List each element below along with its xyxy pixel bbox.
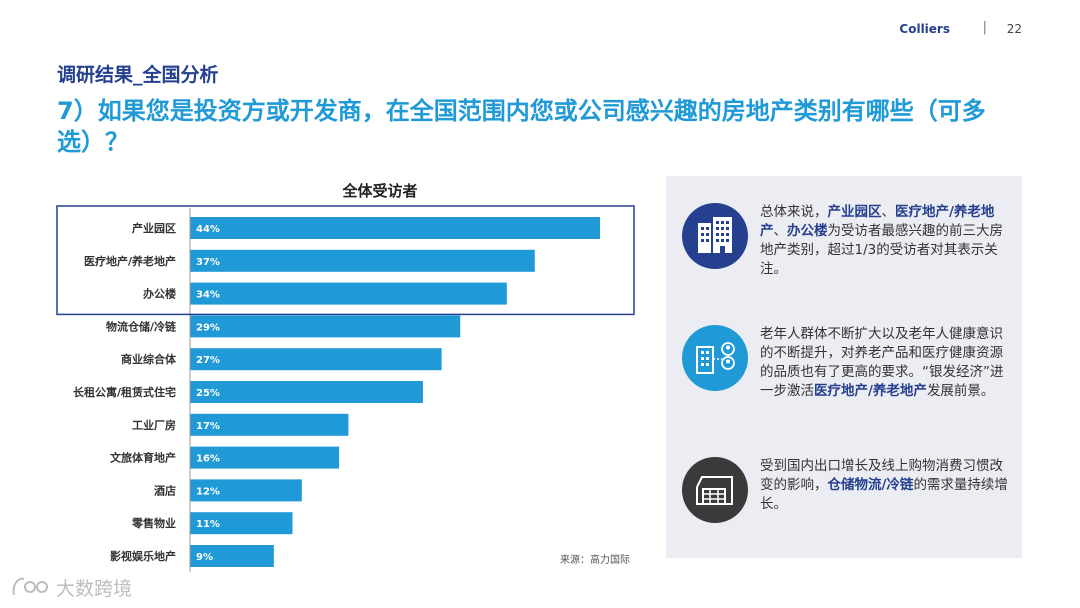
body-text: 老年人群体不断扩大以及老年人健康意识的不断提升，对养老产品和医疗健康资源的品质也… bbox=[760, 326, 1004, 399]
data-label: 9% bbox=[196, 552, 213, 563]
buildings-icon bbox=[682, 203, 748, 269]
category-label: 商业综合体 bbox=[121, 352, 177, 366]
highlight-box bbox=[56, 205, 635, 316]
source-note: 来源：高力国际 bbox=[560, 555, 630, 566]
highlight-text: 医疗地产/养老地产 bbox=[814, 383, 927, 399]
body-text: 受到国内出口增长及线上购物消费习惯改变的影响， bbox=[760, 458, 1003, 493]
category-label: 酒店 bbox=[154, 483, 176, 497]
category-label: 医疗地产/养老地产 bbox=[84, 254, 176, 268]
bar bbox=[190, 282, 507, 305]
data-label: 12% bbox=[196, 486, 220, 497]
category-label: 办公楼 bbox=[143, 287, 176, 301]
data-label: 25% bbox=[196, 388, 220, 399]
bar bbox=[190, 545, 274, 567]
body-text: 总体来说， bbox=[760, 204, 828, 220]
bar bbox=[190, 217, 600, 239]
category-label: 工业厂房 bbox=[132, 418, 176, 432]
question-title: 7）如果您是投资方或开发商，在全国范围内您或公司感兴趣的房地产类别有哪些（可多选… bbox=[57, 97, 986, 156]
insight-panel: 总体来说，产业园区、医疗地产/养老地产、办公楼为受访者最感兴趣的前三大房地产类别… bbox=[666, 176, 1022, 558]
body-text: 为受访者最感兴趣的前三大房地产类别，超过1/3的受访者对其表示关注。 bbox=[760, 223, 1003, 277]
chart-title: 全体受访者 bbox=[342, 182, 418, 200]
data-label: 29% bbox=[196, 322, 220, 333]
insight-item-3: 受到国内出口增长及线上购物消费习惯改变的影响，仓储物流/冷链的需求量持续增长。 bbox=[682, 457, 1012, 537]
body-text: 的需求量持续增长。 bbox=[760, 477, 1008, 512]
watermark-text: 大数跨境 bbox=[56, 578, 133, 600]
data-label: 37% bbox=[196, 257, 220, 268]
highlight-text: 产业园区 bbox=[827, 204, 882, 220]
category-label: 零售物业 bbox=[131, 516, 176, 530]
insight-text-2: 老年人群体不断扩大以及老年人健康意识的不断提升，对养老产品和医疗健康资源的品质也… bbox=[760, 325, 1010, 401]
section-subtitle: 调研结果_全国分析 bbox=[57, 64, 219, 86]
data-label: 17% bbox=[196, 421, 220, 432]
insight-text-1: 总体来说，产业园区、医疗地产/养老地产、办公楼为受访者最感兴趣的前三大房地产类别… bbox=[760, 203, 1010, 279]
bar bbox=[190, 512, 293, 535]
data-label: 11% bbox=[196, 519, 220, 530]
category-label: 长租公寓/租赁式住宅 bbox=[73, 385, 176, 399]
category-label: 产业园区 bbox=[132, 221, 176, 235]
bar bbox=[190, 381, 423, 403]
bar bbox=[190, 315, 461, 338]
data-label: 34% bbox=[196, 290, 220, 301]
bar bbox=[190, 479, 302, 502]
warehouse-icon bbox=[682, 457, 748, 523]
bar bbox=[190, 249, 535, 272]
elderly-care-icon bbox=[682, 325, 748, 391]
bar bbox=[190, 413, 349, 436]
category-label: 物流仓储/冷链 bbox=[106, 319, 177, 333]
body-text: 发展前景。 bbox=[926, 383, 995, 399]
data-label: 16% bbox=[196, 454, 220, 465]
highlight-text: 办公楼 bbox=[787, 223, 828, 239]
watermark-logo-icon bbox=[10, 575, 50, 604]
insight-item-2: 老年人群体不断扩大以及老年人健康意识的不断提升，对养老产品和医疗健康资源的品质也… bbox=[682, 325, 1012, 405]
body-text: 、 bbox=[773, 223, 788, 239]
body-text: 、 bbox=[881, 204, 896, 220]
category-label: 文旅体育地产 bbox=[110, 451, 176, 465]
page-number: 22 bbox=[1006, 22, 1022, 36]
header-separator: | bbox=[982, 20, 987, 35]
category-label: 影视娱乐地产 bbox=[110, 549, 176, 563]
highlight-text: 医疗地产/养老地产 bbox=[760, 204, 995, 239]
watermark: 大数跨境 bbox=[10, 574, 132, 604]
data-label: 27% bbox=[196, 355, 220, 366]
colliers-brand: Colliers bbox=[899, 22, 950, 36]
insight-item-1: 总体来说，产业园区、医疗地产/养老地产、办公楼为受访者最感兴趣的前三大房地产类别… bbox=[682, 203, 1012, 283]
bar bbox=[190, 348, 442, 371]
insight-text-3: 受到国内出口增长及线上购物消费习惯改变的影响，仓储物流/冷链的需求量持续增长。 bbox=[760, 457, 1010, 514]
bar bbox=[190, 446, 340, 469]
highlight-text: 仓储物流/冷链 bbox=[827, 477, 914, 493]
bar-chart: 产业园区 44% 医疗地产/养老地产 37% 办公楼 34% 物流仓储/冷链 29% 商业综合体… bbox=[56, 205, 635, 572]
data-label: 44% bbox=[196, 224, 220, 235]
